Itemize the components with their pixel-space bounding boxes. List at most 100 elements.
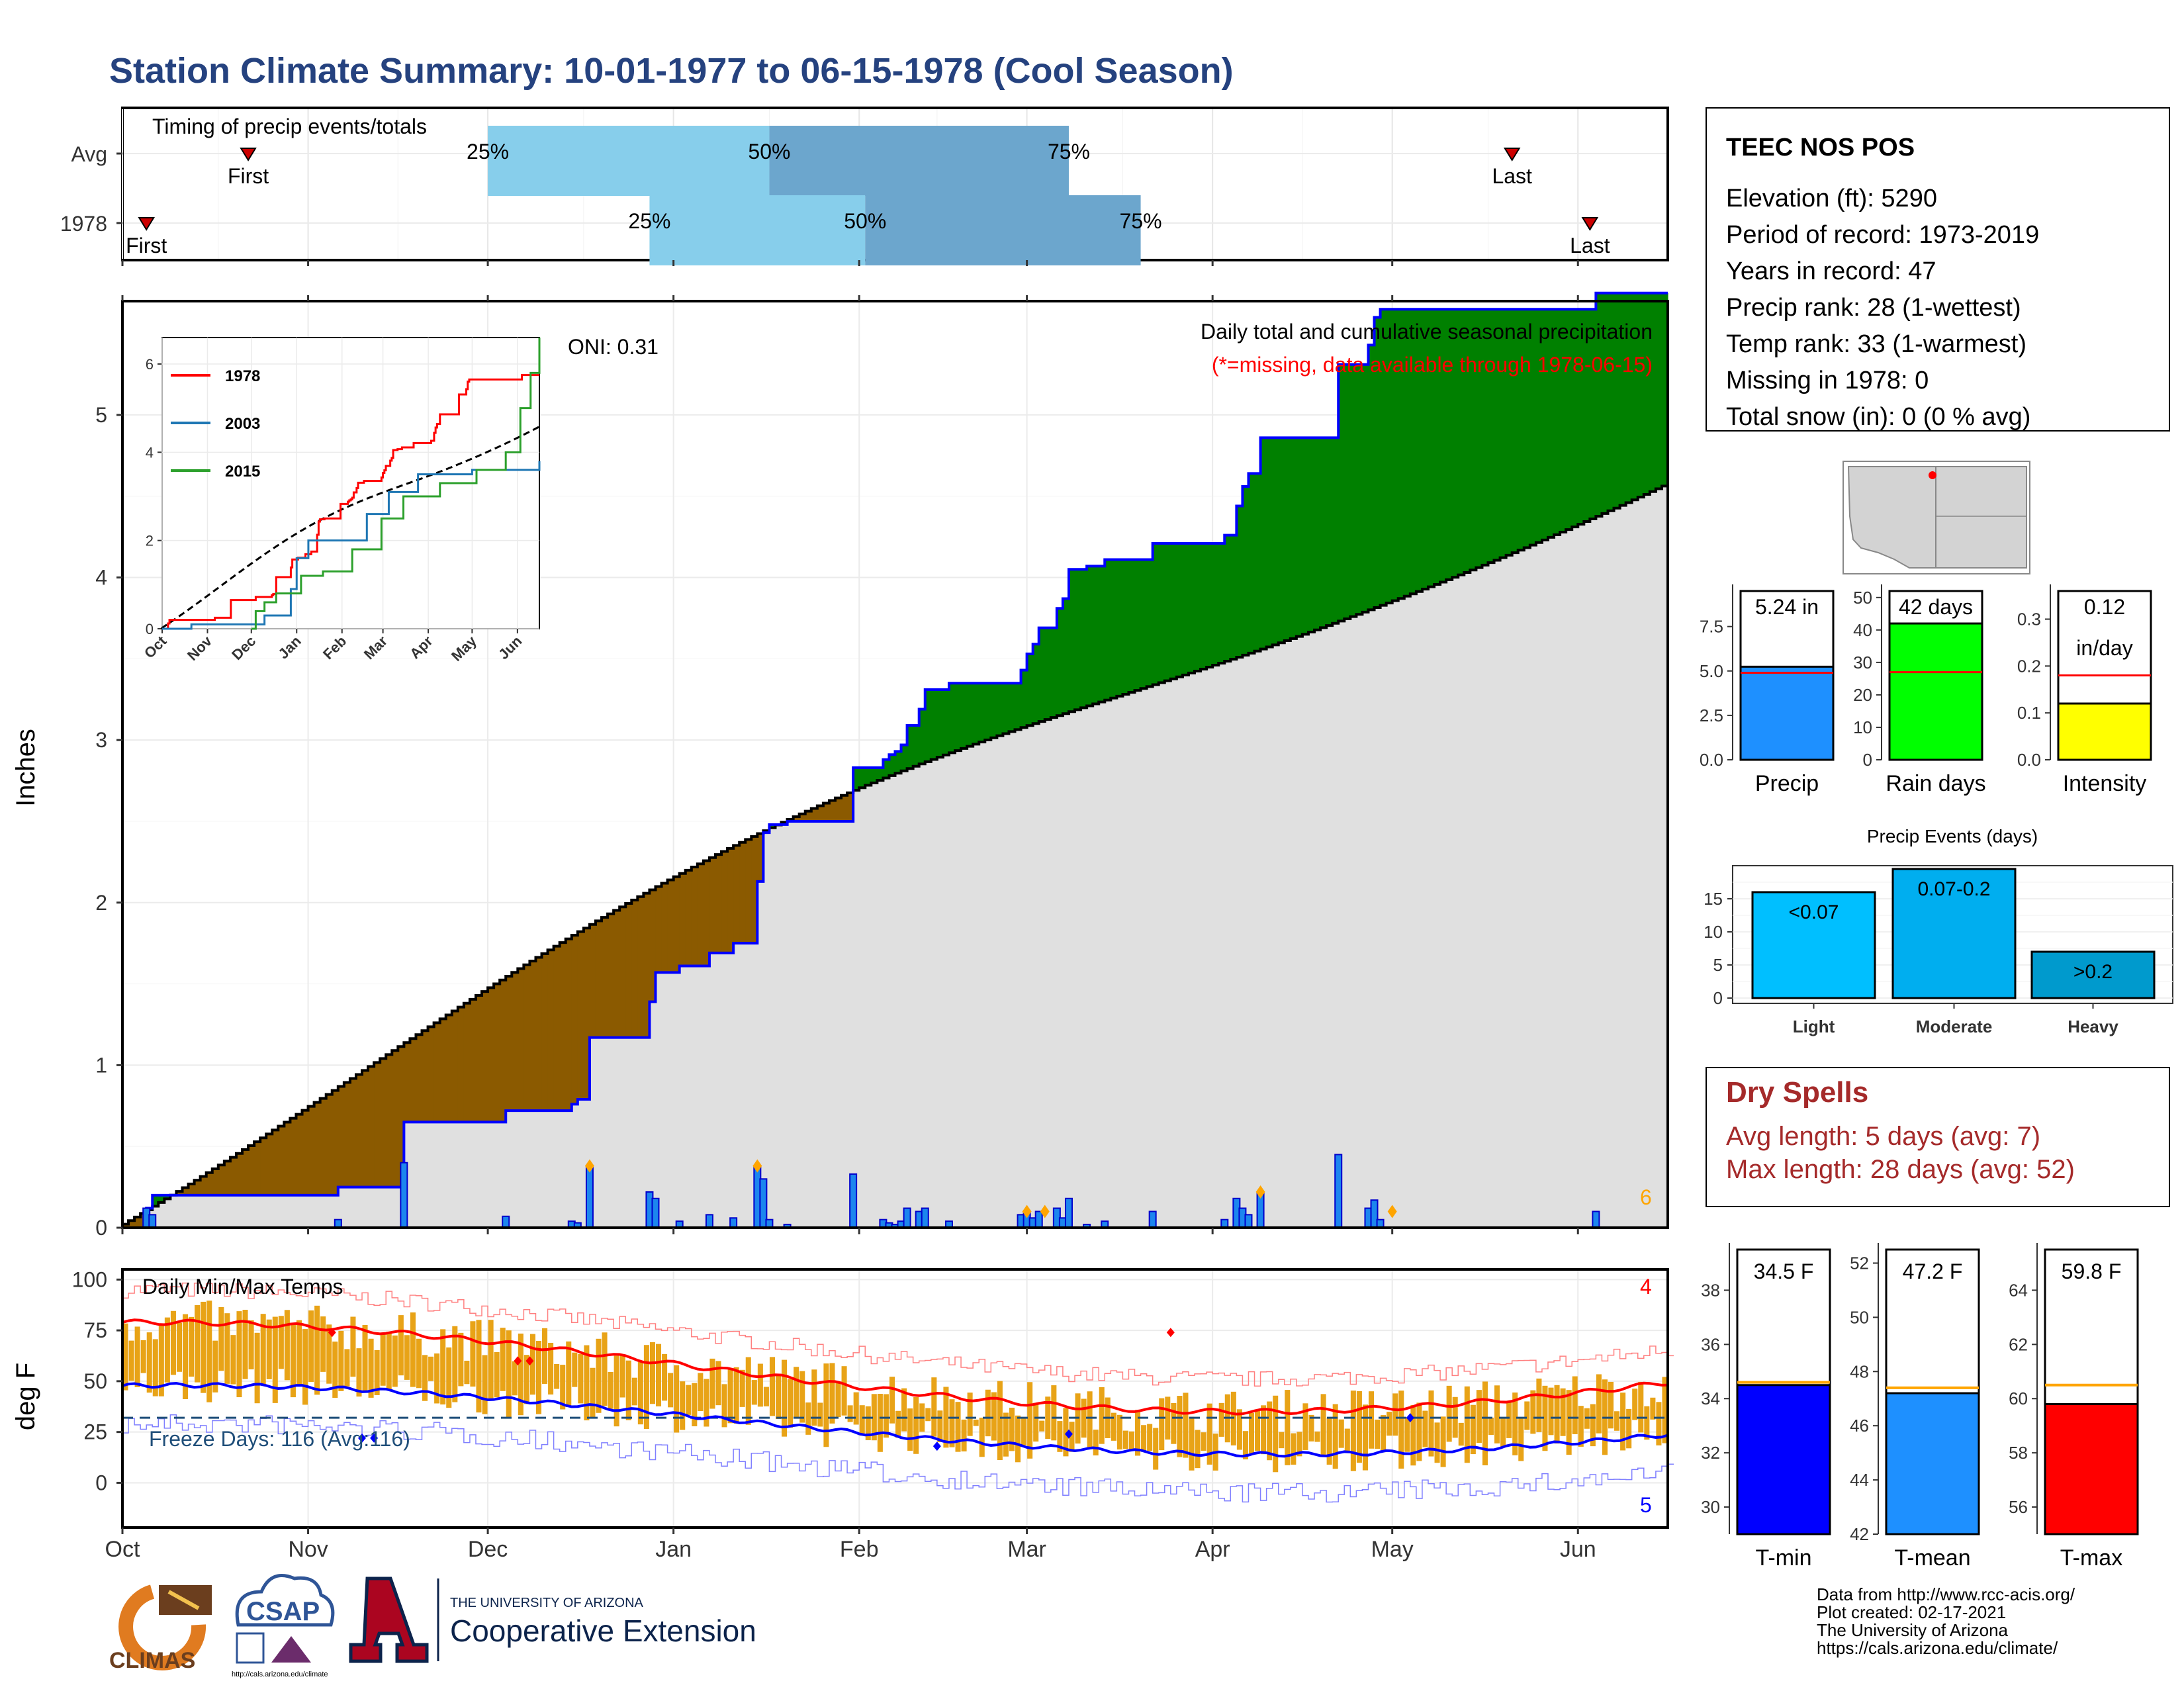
daily-temp-bar <box>171 1311 176 1375</box>
daily-precip-bar <box>850 1174 856 1228</box>
daily-temp-bar <box>1165 1396 1170 1440</box>
daily-temp-bar <box>1614 1411 1619 1431</box>
surplus-segment <box>1302 437 1309 634</box>
surplus-segment <box>1494 309 1501 560</box>
precip-ytick: 3 <box>95 728 107 752</box>
daily-temp-bar <box>1530 1391 1535 1434</box>
small-bar-label: Intensity <box>2063 771 2147 796</box>
deficit-segment <box>302 1111 309 1195</box>
daily-precip-bar <box>1245 1214 1251 1228</box>
timing-p75-label: 75% <box>1048 140 1090 163</box>
small-bar-ytick: 10 <box>1853 717 1872 737</box>
daily-temp-bar <box>829 1363 835 1424</box>
daily-temp-bar <box>1279 1432 1284 1448</box>
surplus-segment <box>1087 566 1093 706</box>
deficit-segment <box>709 858 716 953</box>
surplus-segment <box>1482 309 1488 565</box>
daily-temp-bar <box>1273 1396 1278 1473</box>
surplus-segment <box>997 683 1003 735</box>
daily-precip-bar <box>904 1209 911 1228</box>
daily-temp-bar <box>764 1387 769 1406</box>
surplus-segment <box>1033 644 1040 723</box>
daily-temp-bar <box>285 1310 290 1380</box>
temp-bar-label: T-mean <box>1894 1545 1970 1571</box>
deficit-segment <box>422 1030 429 1122</box>
month-label: Oct <box>105 1537 140 1562</box>
daily-temp-bar <box>1536 1379 1541 1432</box>
daily-temp-bar <box>1435 1422 1440 1463</box>
precip-ytick: 1 <box>95 1053 107 1077</box>
daily-temp-bar <box>668 1373 673 1407</box>
daily-temp-bar <box>949 1399 954 1447</box>
daily-temp-bar <box>273 1317 278 1403</box>
events-ytick: 10 <box>1704 922 1723 942</box>
station-info-line: Temp rank: 33 (1-warmest) <box>1726 330 2026 358</box>
deficit-segment <box>404 1042 410 1122</box>
daily-temp-bar <box>1087 1391 1093 1448</box>
deficit-segment <box>500 980 506 1122</box>
daily-precip-bar <box>586 1166 593 1228</box>
daily-temp-bar <box>572 1353 577 1387</box>
daily-temp-bar <box>799 1371 805 1423</box>
deficit-segment <box>368 1066 375 1187</box>
small-bar-ytick: 50 <box>1853 588 1872 608</box>
timing-q1-bar <box>649 195 865 265</box>
daily-temp-bar <box>530 1334 535 1395</box>
precip-ytick: 5 <box>95 403 107 427</box>
deficit-segment <box>506 976 512 1111</box>
temp-bar-ytick: 52 <box>1850 1253 1869 1273</box>
daily-precip-bar <box>706 1214 713 1228</box>
month-label: Mar <box>1007 1537 1046 1562</box>
csap-url: http://cals.arizona.edu/climate <box>232 1670 328 1678</box>
daily-precip-bar <box>1150 1211 1156 1228</box>
deficit-segment <box>529 961 536 1111</box>
daily-temp-bar <box>195 1305 200 1383</box>
daily-temp-bar <box>369 1339 374 1398</box>
daily-temp-bar <box>446 1348 451 1408</box>
daily-temp-bar <box>1650 1398 1655 1420</box>
daily-temp-bar <box>1596 1374 1602 1433</box>
daily-temp-bar <box>506 1330 512 1417</box>
surplus-segment <box>1212 543 1219 665</box>
daily-temp-bar <box>632 1378 637 1406</box>
temp-bar-value-text: 59.8 F <box>2062 1259 2122 1283</box>
daily-temp-bar <box>1548 1388 1553 1436</box>
daily-temp-bar <box>835 1382 841 1417</box>
deficit-segment <box>698 864 704 966</box>
station-info-line: Years in record: 47 <box>1726 257 1936 285</box>
surplus-segment <box>1122 560 1129 694</box>
daily-temp-bar <box>614 1355 619 1426</box>
daily-temp-bar <box>1626 1409 1631 1448</box>
deficit-segment <box>745 839 752 943</box>
deficit-segment <box>452 1011 459 1122</box>
daily-temp-bar <box>410 1312 416 1387</box>
deficit-segment <box>494 984 500 1122</box>
deficit-segment <box>332 1091 339 1195</box>
daily-temp-bar <box>1357 1391 1362 1463</box>
deficit-segment <box>680 874 686 966</box>
timing-first-label: First <box>228 164 269 188</box>
daily-temp-bar <box>1506 1402 1512 1438</box>
daily-precip-bar <box>1335 1154 1342 1228</box>
deficit-segment <box>320 1099 327 1195</box>
daily-temp-bar <box>968 1393 973 1436</box>
timing-p75-label: 75% <box>1120 209 1162 233</box>
surplus-segment <box>1476 309 1482 567</box>
surplus-segment <box>1075 569 1081 709</box>
deficit-segment <box>380 1058 387 1187</box>
daily-temp-bar <box>680 1381 685 1430</box>
events-ytick: 15 <box>1704 889 1723 909</box>
daily-temp-bar <box>1392 1393 1398 1436</box>
temp-bar-ytick: 50 <box>1850 1307 1869 1327</box>
surplus-segment <box>1500 309 1507 557</box>
deficit-segment <box>350 1078 357 1187</box>
surplus-segment <box>1344 365 1351 619</box>
daily-temp-bar <box>1441 1416 1446 1467</box>
daily-temp-bar <box>925 1408 931 1421</box>
surplus-segment <box>1410 309 1417 594</box>
daily-temp-bar <box>332 1342 338 1398</box>
daily-temp-bar <box>602 1332 608 1406</box>
deficit-segment <box>739 843 746 943</box>
